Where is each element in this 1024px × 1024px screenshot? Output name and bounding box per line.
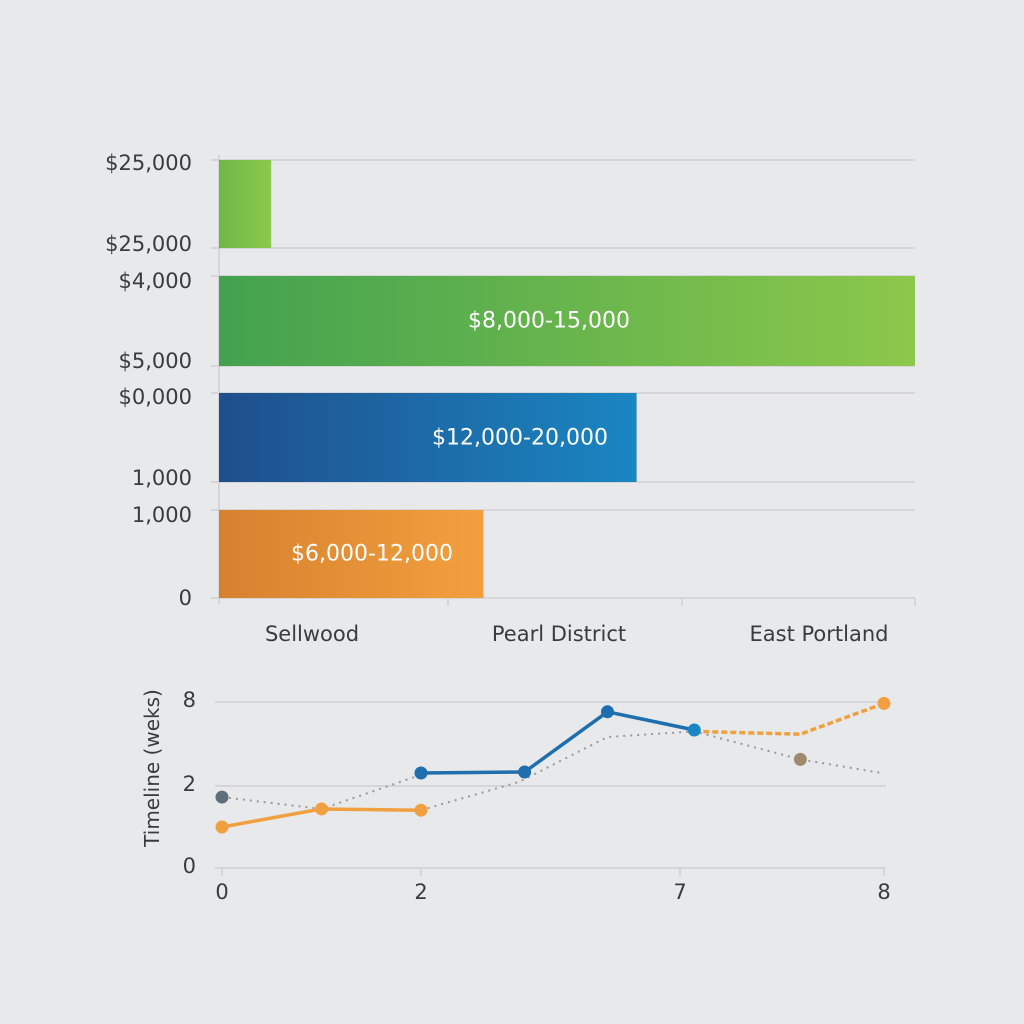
data-point [414,766,428,780]
x-tick-label: 7 [673,880,687,904]
bar [219,393,637,482]
y-tick-label: $4,000 [118,269,192,293]
y-tick-label: $25,000 [105,151,192,175]
y-tick-label: 0 [182,854,196,878]
data-point [877,696,891,710]
data-point [793,752,807,766]
series-line [221,807,422,829]
bar [219,510,484,598]
y-tick-label: 0 [178,586,192,610]
y-tick-label: $25,000 [105,232,192,256]
bar [219,276,915,366]
data-point [215,820,229,834]
y-tick-label: 1,000 [131,466,192,490]
data-point [315,802,328,816]
data-point [414,803,428,817]
x-category-label: Pearl District [491,622,627,646]
data-point [518,765,532,779]
y-tick-label: 1,000 [131,503,192,527]
x-category-label: Sellwood [264,622,360,646]
line-y-axis-title: Timeline (weks) [140,689,164,847]
bar-value-label: $6,000-12,000 [291,541,453,567]
series-line [420,730,885,812]
data-point [215,790,229,804]
series-line [420,710,695,775]
series-line [221,773,422,810]
x-category-label: East Portland [749,622,889,646]
x-tick-label: 8 [877,880,891,904]
x-tick-label: 2 [414,880,428,904]
x-tick-label: 0 [215,880,229,904]
bar-value-label: $12,000-20,000 [432,425,608,450]
series-line [694,701,885,736]
data-point [687,723,701,737]
bar-value-label: $8,000-15,000 [468,308,630,334]
data-point [600,705,614,719]
y-tick-label: 2 [182,772,196,796]
y-tick-label: $5,000 [118,349,192,373]
bar-chart-plot [211,155,916,606]
y-tick-label: $0,000 [118,385,192,409]
y-tick-label: 8 [182,688,196,712]
bar [219,160,272,248]
